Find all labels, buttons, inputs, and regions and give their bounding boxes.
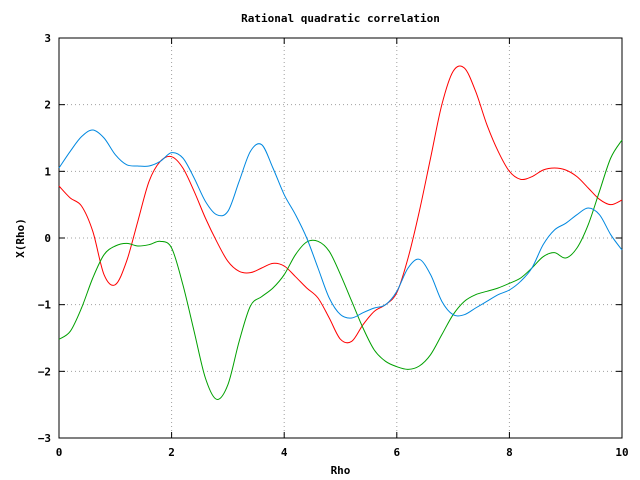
y-tick-label: 3 (44, 32, 51, 45)
series-line-3 (58, 129, 623, 319)
x-tick-label: 8 (506, 446, 513, 459)
y-tick-label: −1 (38, 299, 52, 312)
y-axis-label: X(Rho) (14, 218, 27, 258)
x-tick-label: 6 (393, 446, 400, 459)
series-group (58, 65, 623, 400)
x-axis-label: Rho (331, 464, 351, 477)
x-tick-label: 10 (615, 446, 628, 459)
y-tick-label: 0 (44, 232, 51, 245)
chart-title: Rational quadratic correlation (241, 12, 440, 25)
axis-ticks: 0 2 4 6 8 10 −3 −2 −1 0 1 2 3 (38, 32, 629, 459)
y-tick-label: −3 (38, 432, 51, 445)
x-tick-label: 2 (168, 446, 175, 459)
y-tick-label: −2 (38, 365, 51, 378)
grid-lines (59, 38, 622, 438)
y-tick-label: 1 (44, 165, 51, 178)
y-tick-label: 2 (44, 99, 51, 112)
x-tick-label: 4 (281, 446, 288, 459)
series-line-2 (58, 139, 623, 400)
x-tick-label: 0 (56, 446, 63, 459)
series-line-1 (58, 65, 623, 344)
